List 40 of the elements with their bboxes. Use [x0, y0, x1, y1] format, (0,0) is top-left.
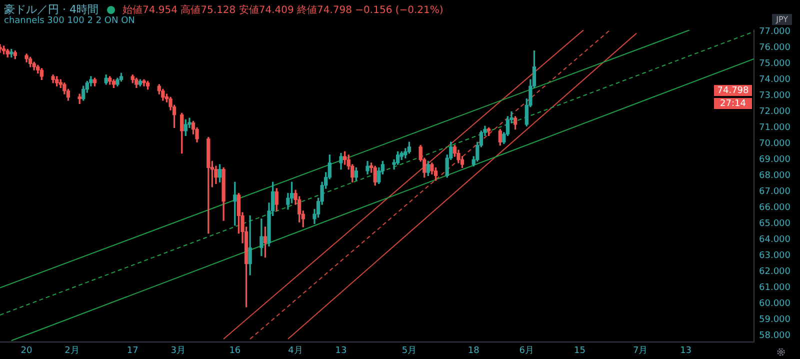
- y-tick-label: 69.000: [759, 155, 791, 166]
- y-tick-label: 75.000: [759, 58, 791, 69]
- annotation: 27:14: [720, 98, 746, 109]
- x-tick-label: 17: [126, 346, 138, 356]
- y-tick-label: 77.000: [759, 26, 791, 37]
- annotation: 74.798: [717, 86, 750, 96]
- y-tick-label: 74.000: [759, 74, 791, 85]
- y-tick-label: 66.000: [759, 203, 791, 214]
- y-tick-label: 61.000: [759, 283, 791, 294]
- y-tick-label: 64.000: [759, 235, 791, 246]
- x-tick-label: 20: [20, 346, 33, 356]
- y-tick-label: 71.000: [759, 123, 791, 134]
- x-tick-label: 13: [335, 346, 347, 356]
- y-tick-label: 65.000: [759, 219, 791, 230]
- x-tick-label: 7月: [632, 346, 648, 356]
- x-tick-label: 5月: [402, 346, 417, 356]
- x-tick-label: 13: [680, 346, 692, 356]
- candlestick: [78, 94, 82, 104]
- chart-title: 豪ドル／円 · 4時間: [4, 2, 98, 16]
- x-tick-label: 4月: [288, 346, 303, 356]
- y-tick-label: 72.000: [759, 106, 791, 117]
- y-tick-label: 67.000: [759, 187, 791, 198]
- x-tick-label: 18: [468, 346, 480, 356]
- text: channels 300 100 2 2 ON ON: [4, 16, 135, 26]
- x-tick-label: 2月: [64, 346, 80, 356]
- y-tick-label: 62.000: [759, 267, 791, 278]
- x-tick-label: 3月: [170, 346, 186, 356]
- x-tick-label: 16: [229, 346, 241, 356]
- y-tick-label: 68.000: [759, 171, 791, 182]
- y-tick-label: 60.000: [759, 299, 791, 310]
- x-tick-label: 15: [574, 346, 586, 356]
- y-tick-label: 59.000: [759, 315, 791, 326]
- x-tick-label: 6月: [519, 346, 534, 356]
- y-tick-label: 70.000: [759, 139, 791, 150]
- chart-subtitle: 始値74.954 高値75.128 安値74.409 終値74.798 −0.156 (−0.21%): [122, 4, 444, 16]
- y-tick-label: 58.000: [759, 331, 791, 342]
- y-tick-label: 76.000: [759, 42, 791, 53]
- y-axis-title: JPY: [772, 14, 792, 25]
- y-tick-label: 63.000: [759, 251, 791, 262]
- y-tick-label: 73.000: [759, 90, 791, 101]
